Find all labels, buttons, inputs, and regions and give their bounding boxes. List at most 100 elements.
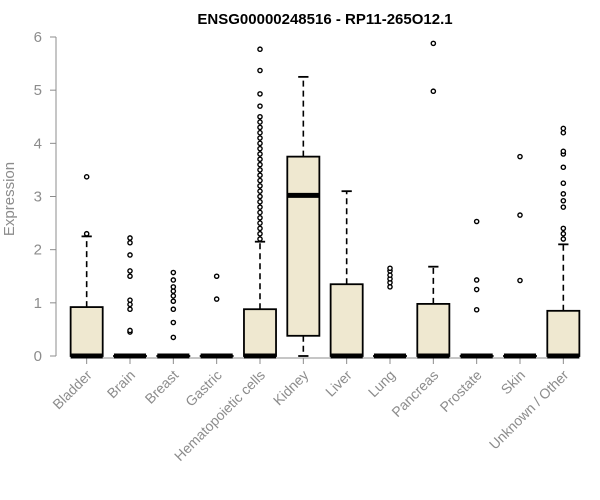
- outlier-point: [83, 174, 90, 180]
- outlier-point: [517, 212, 523, 218]
- outlier-point: [257, 46, 263, 53]
- outlier-point: [430, 88, 437, 95]
- outlier-point: [127, 273, 133, 280]
- outlier-point: [127, 327, 133, 334]
- outlier-point: [473, 277, 480, 283]
- outlier-point: [170, 293, 177, 299]
- outlier-point: [170, 269, 177, 276]
- outlier-point: [257, 113, 263, 120]
- x-tick-label: Pancreas: [388, 367, 441, 420]
- outlier-point: [257, 177, 263, 184]
- box-group-3: [156, 269, 191, 359]
- outlier-point: [473, 306, 480, 313]
- outlier-point: [257, 140, 263, 147]
- outlier-point: [257, 193, 263, 200]
- box-iqr: [243, 308, 277, 357]
- outlier-point: [387, 265, 393, 272]
- x-tick-label: Gastric: [182, 367, 225, 410]
- y-tick-label: 0: [34, 348, 42, 365]
- outlier-point: [430, 40, 437, 47]
- x-tick-label: Kidney: [270, 367, 312, 409]
- x-tick-label: Brain: [104, 367, 138, 401]
- outlier-point: [83, 230, 90, 237]
- outlier-point: [257, 230, 263, 237]
- outlier-point: [257, 103, 263, 109]
- outlier-point: [257, 156, 263, 163]
- outlier-point: [257, 124, 263, 131]
- outlier-point: [257, 236, 263, 242]
- outlier-point: [127, 239, 133, 246]
- box-group-9: [416, 40, 451, 359]
- outlier-point: [170, 319, 177, 326]
- x-tick-label: Unknown / Other: [486, 367, 572, 453]
- chart-title: ENSG00000248516 - RP11-265O12.1: [197, 11, 452, 28]
- outlier-point: [517, 153, 523, 160]
- outlier-point: [257, 214, 263, 221]
- outlier-point: [127, 306, 133, 313]
- y-tick-label: 5: [34, 82, 42, 99]
- outlier-point: [560, 191, 567, 197]
- outlier-point: [257, 145, 263, 152]
- outlier-point: [257, 167, 263, 173]
- plot-area: [69, 40, 581, 359]
- outlier-point: [170, 277, 177, 283]
- y-tick-label: 4: [34, 135, 42, 152]
- outlier-point: [127, 252, 133, 258]
- x-tick-label: Bladder: [49, 367, 95, 413]
- outlier-point: [127, 297, 133, 303]
- outlier-point: [257, 225, 263, 232]
- box-group-8: [373, 265, 407, 359]
- outlier-point: [517, 277, 523, 284]
- box-group-1: [69, 174, 104, 359]
- outlier-point: [473, 218, 480, 225]
- outlier-point: [257, 161, 263, 168]
- box-iqr: [69, 306, 104, 357]
- outlier-point: [560, 236, 567, 242]
- outlier-point: [257, 119, 263, 125]
- x-tick-label: Lung: [365, 367, 398, 400]
- outlier-point: [170, 334, 177, 341]
- outlier-point: [560, 230, 567, 237]
- y-tick-label: 2: [34, 242, 42, 259]
- outlier-point: [257, 151, 263, 157]
- outlier-point: [560, 148, 567, 155]
- x-tick-label: Prostate: [437, 367, 485, 415]
- box-iqr: [416, 302, 451, 357]
- outlier-point: [257, 91, 263, 97]
- y-axis-label: Expression: [1, 162, 18, 236]
- box-group-5: [243, 46, 277, 359]
- outlier-point: [257, 199, 263, 205]
- outlier-point: [170, 284, 177, 290]
- box-group-12: [546, 125, 581, 359]
- y-tick-label: 6: [34, 29, 42, 46]
- x-tick-label: Liver: [322, 367, 355, 400]
- outlier-point: [257, 220, 263, 226]
- box-group-7: [329, 190, 364, 359]
- box-group-4: [199, 273, 234, 359]
- outlier-point: [560, 197, 567, 204]
- outlier-point: [213, 296, 220, 302]
- outlier-point: [170, 298, 177, 305]
- outlier-point: [257, 183, 263, 189]
- outlier-point: [257, 67, 263, 74]
- outlier-point: [257, 129, 263, 136]
- box-iqr: [546, 309, 581, 357]
- outlier-point: [560, 164, 567, 171]
- outlier-point: [257, 172, 263, 179]
- outlier-point: [560, 225, 567, 232]
- box-group-6: [286, 75, 321, 357]
- box-iqr: [286, 155, 321, 337]
- outlier-point: [127, 235, 133, 241]
- y-axis: 0 1 2 3 4 5 6: [34, 29, 57, 365]
- box-group-2: [113, 235, 147, 359]
- outlier-point: [257, 204, 263, 210]
- y-tick-label: 1: [34, 295, 42, 312]
- outlier-point: [560, 125, 567, 132]
- outlier-point: [560, 204, 567, 210]
- outlier-point: [257, 188, 263, 194]
- box-iqr: [329, 283, 364, 357]
- outlier-point: [473, 286, 480, 293]
- outlier-point: [257, 135, 263, 141]
